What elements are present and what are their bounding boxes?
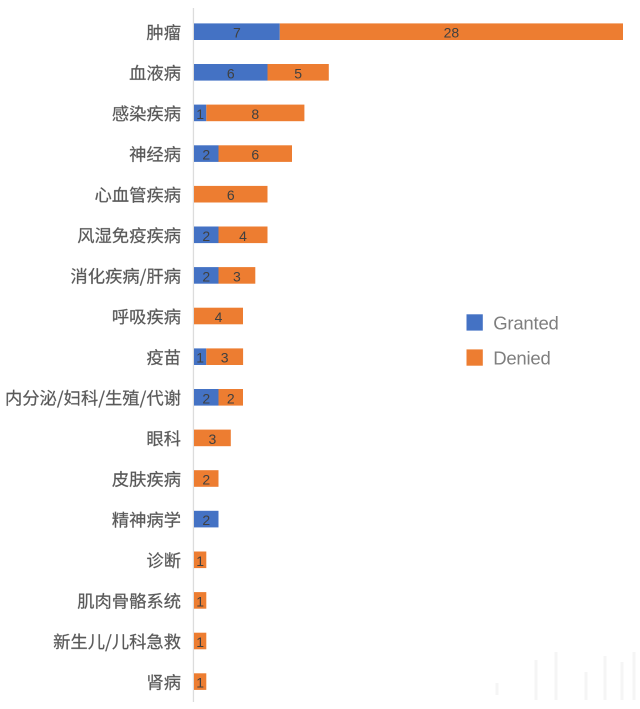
svg-text:3: 3 bbox=[209, 431, 217, 447]
svg-text:1: 1 bbox=[196, 675, 204, 691]
svg-text:2: 2 bbox=[202, 512, 210, 528]
svg-text:Granted: Granted bbox=[493, 313, 558, 334]
svg-text:2: 2 bbox=[202, 390, 210, 406]
svg-text:2: 2 bbox=[227, 390, 235, 406]
svg-text:1: 1 bbox=[196, 593, 204, 609]
svg-text:3: 3 bbox=[221, 350, 229, 366]
svg-text:1: 1 bbox=[196, 634, 204, 650]
svg-text:Denied: Denied bbox=[493, 348, 550, 369]
svg-text:2: 2 bbox=[202, 268, 210, 284]
svg-text:1: 1 bbox=[196, 553, 204, 569]
svg-text:2: 2 bbox=[202, 472, 210, 488]
svg-text:2: 2 bbox=[202, 147, 210, 163]
svg-text:2: 2 bbox=[202, 228, 210, 244]
svg-text:4: 4 bbox=[239, 228, 247, 244]
svg-text:1: 1 bbox=[196, 350, 204, 366]
svg-text:28: 28 bbox=[444, 25, 460, 41]
svg-text:6: 6 bbox=[251, 147, 259, 163]
svg-text:5: 5 bbox=[294, 65, 302, 81]
svg-text:6: 6 bbox=[227, 65, 235, 81]
svg-text:3: 3 bbox=[233, 268, 241, 284]
svg-text:8: 8 bbox=[251, 106, 259, 122]
svg-text:6: 6 bbox=[227, 187, 235, 203]
svg-text:4: 4 bbox=[215, 309, 223, 325]
svg-text:1: 1 bbox=[196, 106, 204, 122]
svg-text:7: 7 bbox=[233, 25, 241, 41]
